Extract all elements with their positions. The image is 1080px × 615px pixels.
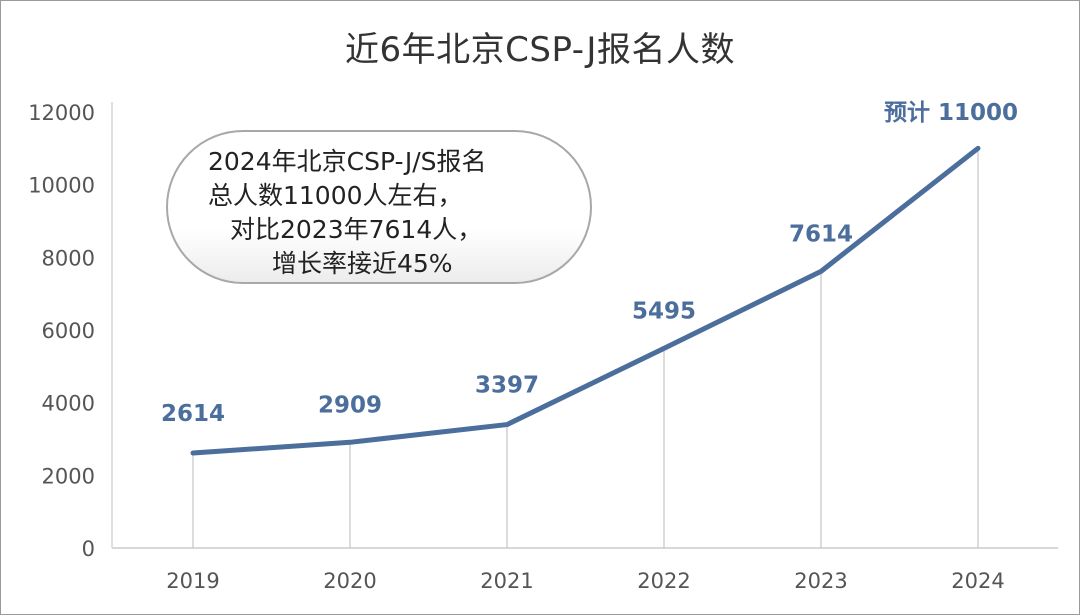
series-line [190,145,981,456]
y-tick-labels: 0 2000 4000 6000 8000 10000 12000 [28,101,95,561]
x-tick-label: 2019 [166,569,219,593]
data-label: 2614 [161,401,225,427]
x-tick-label: 2024 [951,569,1004,593]
series [190,145,981,456]
data-label: 2909 [318,392,382,418]
x-tick-labels: 2019 2020 2021 2022 2023 2024 [166,569,1004,593]
data-labels: 2614 2909 3397 5495 7614 预计 11000 [161,100,1018,427]
y-tick-label: 10000 [28,174,95,198]
y-tick-label: 4000 [42,392,95,416]
data-label: 5495 [632,298,696,324]
axes [111,102,1058,549]
x-tick-label: 2021 [480,569,533,593]
y-tick-label: 12000 [28,101,95,125]
data-label: 7614 [789,221,853,247]
y-tick-label: 2000 [42,464,95,488]
y-tick-label: 6000 [42,319,95,343]
data-label: 预计 11000 [884,100,1018,126]
annotation-line-1: 2024年北京CSP-J/S报名 [208,147,487,176]
x-tick-label: 2023 [794,569,847,593]
annotation-line-3: 对比2023年7614人， [230,215,483,244]
x-tick-label: 2022 [637,569,690,593]
chart-title: 近6年北京CSP-J报名人数 [345,30,735,70]
annotation-callout: 2024年北京CSP-J/S报名 总人数11000人左右， 对比2023年761… [166,130,592,284]
annotation-line-4: 增长率接近45% [272,249,453,278]
y-tick-label: 0 [82,537,95,561]
drop-lines [192,148,979,548]
x-tick-label: 2020 [323,569,376,593]
data-label: 3397 [475,373,539,399]
annotation-line-2: 总人数11000人左右， [208,181,463,210]
y-tick-label: 8000 [42,246,95,270]
